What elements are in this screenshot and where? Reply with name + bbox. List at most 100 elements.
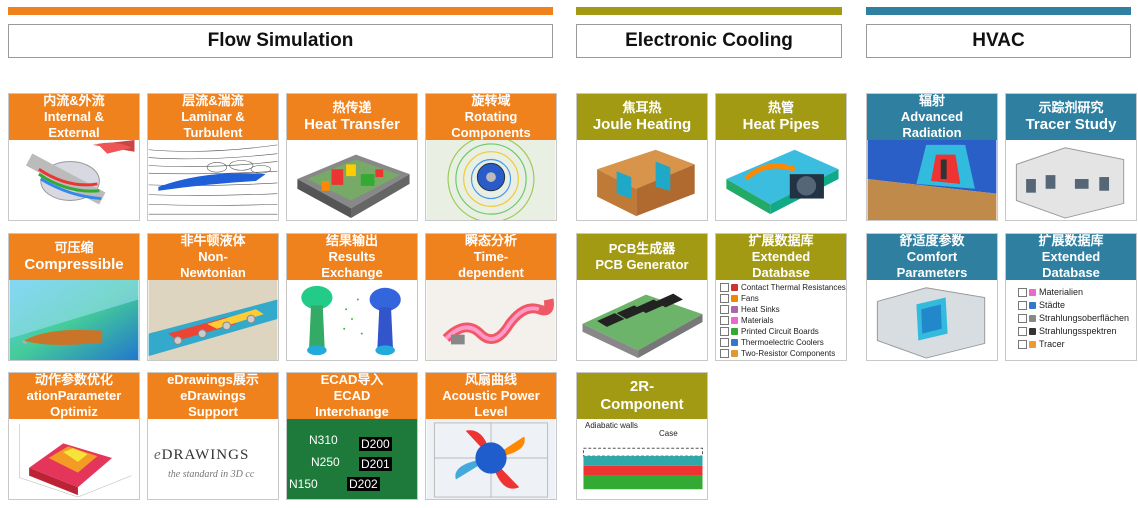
tile-comfort-parameters[interactable]: 舒适度参数 Comfort Parameters <box>866 233 998 361</box>
tile-label: 扩展数据库 Extended Database <box>1006 234 1136 280</box>
tracer-room-image <box>1006 140 1136 220</box>
label-zh: 结果输出 <box>325 233 378 248</box>
compressible-flow-image <box>9 280 139 360</box>
tree-item[interactable]: Strahlungsspektren <box>1018 325 1134 338</box>
tree-item[interactable]: Materials <box>720 315 844 326</box>
tile-label: 风扇曲线 Acoustic Power Level <box>426 373 556 419</box>
label-en: Internal & <box>44 109 104 124</box>
hvac-accent-bar <box>866 7 1131 15</box>
label-zh: 层流&湍流 <box>182 93 244 108</box>
label-en: Laminar & <box>181 109 245 124</box>
case-label: Case <box>659 429 678 438</box>
label-en: Newtonian <box>180 265 246 280</box>
expand-icon <box>720 338 729 347</box>
tile-2r-component[interactable]: 2R- Component Adiabatic walls Case <box>576 372 708 500</box>
tile-heat-pipes[interactable]: 热管 Heat Pipes <box>715 93 847 221</box>
joule-heating-image <box>577 140 707 220</box>
label-en: ECAD <box>333 388 371 403</box>
label-zh: 旋转域 <box>471 93 511 108</box>
folder-icon <box>1029 341 1036 348</box>
results-exchange-image <box>287 280 417 360</box>
label-en: Components <box>451 125 531 140</box>
label-zh: 辐射 <box>918 93 945 108</box>
expand-icon <box>720 305 729 314</box>
expand-icon <box>720 316 729 325</box>
label-zh: 瞬态分析 <box>464 233 517 248</box>
label-zh: 内流&外流 <box>43 93 105 108</box>
pcb-label: N250 <box>311 455 340 469</box>
label-en: eDrawings <box>180 388 246 403</box>
label-en: Non- <box>198 249 228 264</box>
tree-item[interactable]: Printed Circuit Boards <box>720 326 844 337</box>
tree-item-label: Two-Resistor Components <box>741 349 836 358</box>
two-resistor-diagram: Adiabatic walls Case <box>577 419 707 499</box>
label-en: Component <box>600 396 684 413</box>
tree-item[interactable]: Tracer <box>1018 338 1134 351</box>
tile-parameter-optimization[interactable]: 动作参数优化 ationParameter Optimiz <box>8 372 140 500</box>
tile-tracer-study[interactable]: 示踪剂研究 Tracer Study <box>1005 93 1137 221</box>
tree-item[interactable]: Thermoelectric Coolers <box>720 337 844 348</box>
label-zh: 示踪剂研究 <box>1038 100 1104 115</box>
folder-icon <box>731 350 738 357</box>
tile-results-exchange[interactable]: 结果输出 Results Exchange <box>286 233 418 361</box>
tile-time-dependent[interactable]: 瞬态分析 Time- dependent <box>425 233 557 361</box>
label-zh: 热管 <box>767 100 794 115</box>
tile-ecad-interchange[interactable]: ECAD导入 ECAD Interchange N310 D200 N250 D… <box>286 372 418 500</box>
label-en: Optimiz <box>50 404 98 419</box>
tree-item[interactable]: Two-Resistor Components <box>720 348 844 359</box>
tile-advanced-radiation[interactable]: 辐射 Advanced Radiation <box>866 93 998 221</box>
tile-acoustic-power-level[interactable]: 风扇曲线 Acoustic Power Level <box>425 372 557 500</box>
edrawings-e-glyph: e <box>154 447 162 463</box>
rotating-fan-image <box>426 140 556 220</box>
tree-item[interactable]: Materialien <box>1018 286 1134 299</box>
tile-edrawings-support[interactable]: eDrawings展示 eDrawings Support eDRAWINGS … <box>147 372 279 500</box>
tile-label: 旋转域 Rotating Components <box>426 94 556 140</box>
internal-flow-image <box>9 140 139 220</box>
tile-compressible[interactable]: 可压缩 Compressible <box>8 233 140 361</box>
tile-internal-external[interactable]: 内流&外流 Internal & External <box>8 93 140 221</box>
label-en: Extended <box>1041 249 1101 264</box>
tree-item[interactable]: Städte <box>1018 299 1134 312</box>
folder-icon <box>731 328 738 335</box>
tree-item[interactable]: Heat Sinks <box>720 304 844 315</box>
expand-icon <box>1018 340 1027 349</box>
label-en: Joule Heating <box>592 116 692 133</box>
tile-label: 非牛顿液体 Non- Newtonian <box>148 234 278 280</box>
expand-icon <box>1018 301 1027 310</box>
tile-non-newtonian[interactable]: 非牛顿液体 Non- Newtonian <box>147 233 279 361</box>
fan-blades-image <box>426 419 556 499</box>
tile-laminar-turbulent[interactable]: 层流&湍流 Laminar & Turbulent <box>147 93 279 221</box>
folder-icon <box>1029 328 1036 335</box>
label-en: Advanced <box>900 109 964 124</box>
tree-item[interactable]: Fans <box>720 293 844 304</box>
pcb-generator-image <box>577 280 707 360</box>
label-en: Rotating <box>464 109 518 124</box>
tile-extended-database-ec[interactable]: 扩展数据库 Extended Database Contact Thermal … <box>715 233 847 361</box>
tile-label: 热传递 Heat Transfer <box>287 94 417 140</box>
tree-item[interactable]: Contact Thermal Resistances <box>720 282 846 293</box>
tile-rotating-components[interactable]: 旋转域 Rotating Components <box>425 93 557 221</box>
tile-joule-heating[interactable]: 焦耳热 Joule Heating <box>576 93 708 221</box>
label-zh: PCB生成器 <box>608 241 676 256</box>
expand-icon <box>720 294 729 303</box>
tile-pcb-generator[interactable]: PCB生成器 PCB Generator <box>576 233 708 361</box>
folder-icon <box>731 306 738 313</box>
pcb-label: D201 <box>359 457 392 471</box>
tree-item-label: Materials <box>741 316 774 325</box>
label-en: Heat Transfer <box>304 116 400 133</box>
label-en: Level <box>474 404 508 419</box>
tree-item[interactable]: Strahlungsoberflächen <box>1018 312 1134 325</box>
tile-label: PCB生成器 PCB Generator <box>577 234 707 280</box>
label-en: dependent <box>458 265 524 280</box>
tree-item-label: Materialien <box>1039 287 1084 297</box>
tile-label: 动作参数优化 ationParameter Optimiz <box>9 373 139 419</box>
folder-icon <box>731 295 738 302</box>
tile-heat-transfer[interactable]: 热传递 Heat Transfer <box>286 93 418 221</box>
expand-icon <box>1018 327 1027 336</box>
database-tree: Contact Thermal Resistances Fans Heat Si… <box>720 282 846 359</box>
tile-extended-database-hvac[interactable]: 扩展数据库 Extended Database Materialien Städ… <box>1005 233 1137 361</box>
tile-label: 瞬态分析 Time- dependent <box>426 234 556 280</box>
label-en: Extended <box>751 249 811 264</box>
label-zh: 扩展数据库 <box>748 233 814 248</box>
tree-item-label: Heat Sinks <box>741 305 780 314</box>
